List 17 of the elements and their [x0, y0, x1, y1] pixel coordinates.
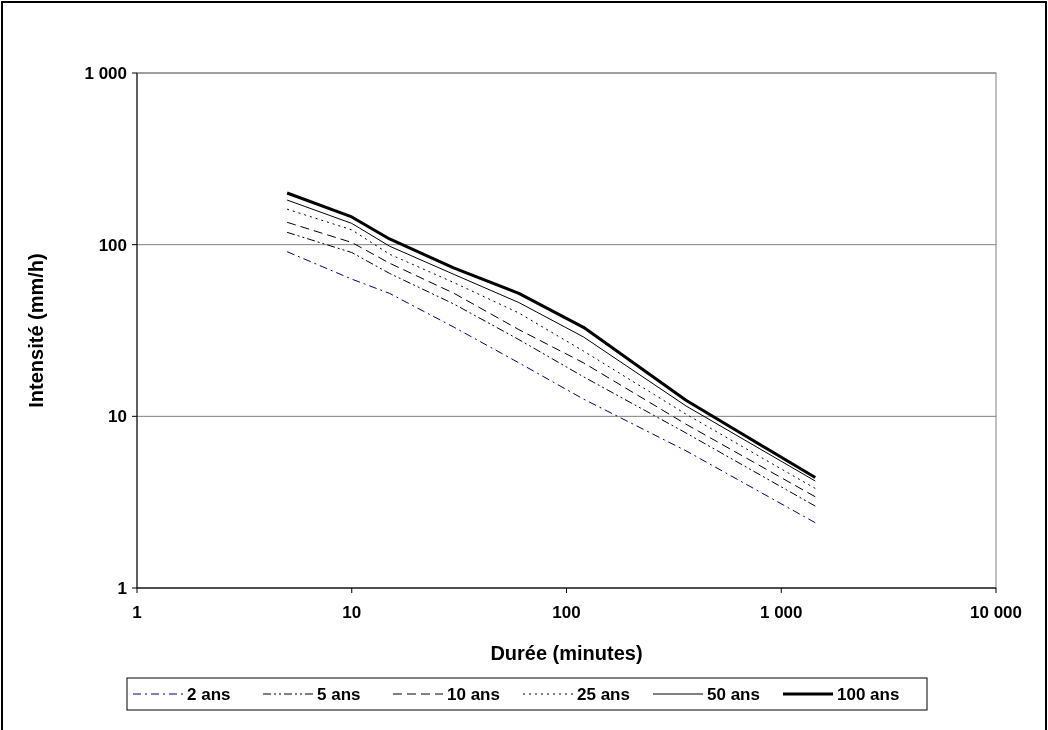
y-tick-label: 1 000: [84, 63, 127, 83]
legend-label: 5 ans: [317, 684, 361, 704]
y-tick-label: 10: [108, 407, 127, 427]
legend-label: 100 ans: [837, 684, 900, 704]
legend-label: 25 ans: [577, 684, 630, 704]
y-tick-label: 1: [117, 578, 127, 598]
x-axis-title: Durée (minutes): [490, 642, 643, 664]
legend-label: 10 ans: [447, 684, 500, 704]
x-tick-label: 10 000: [970, 603, 1022, 622]
x-tick-label: 10: [342, 603, 362, 622]
y-tick-label: 100: [98, 235, 127, 255]
legend-label: 2 ans: [187, 684, 231, 704]
legend-label: 50 ans: [707, 684, 760, 704]
x-tick-label: 100: [552, 603, 581, 622]
x-tick-label: 1 000: [759, 603, 803, 622]
x-tick-label: 1: [132, 603, 142, 622]
y-axis-title: Intensité (mm/h): [25, 253, 47, 408]
